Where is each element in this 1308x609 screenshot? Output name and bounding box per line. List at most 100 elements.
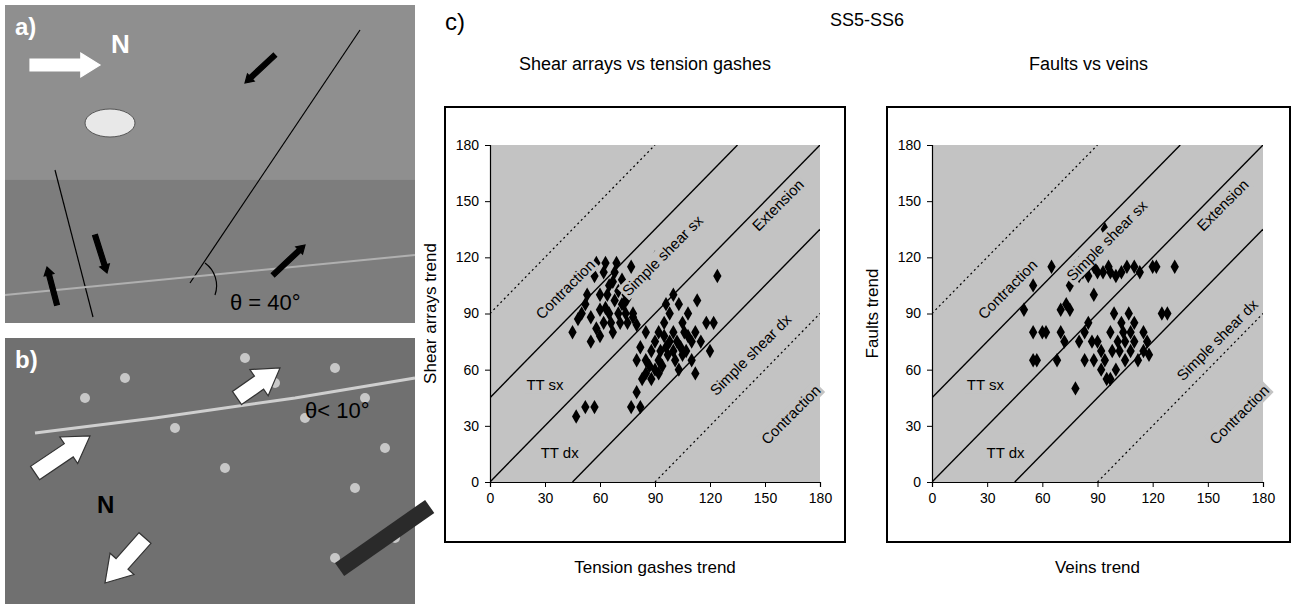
- label-patch: [973, 255, 1042, 324]
- x-axis-line: [933, 483, 1264, 488]
- data-point: [1152, 259, 1160, 273]
- label-patch: [1205, 380, 1274, 449]
- figure: a)Nθ = 40°b)Nθ< 10°c)SS5-SS6Shear arrays…: [0, 0, 1308, 609]
- data-point: [675, 297, 683, 311]
- data-point: [662, 297, 670, 311]
- y-tick-label: 90: [905, 305, 921, 321]
- region-label: Simple shear dx: [1172, 294, 1263, 385]
- y-tick: 150: [456, 193, 490, 209]
- line-label-text: TT dx: [987, 444, 1026, 461]
- x-tick: 60: [593, 482, 609, 506]
- label-patch: [1192, 174, 1253, 235]
- y-tick-mark: [927, 314, 932, 315]
- region-label-text: Simple shear dx: [1173, 295, 1261, 383]
- y-tick: 60: [905, 362, 932, 378]
- x-tick-mark: [1208, 482, 1209, 487]
- panel-frame: [887, 107, 1290, 542]
- x-tick: 150: [754, 482, 778, 506]
- boundary-line: [573, 229, 821, 482]
- label-patch: [747, 174, 808, 235]
- data-point: [590, 400, 598, 414]
- boundary-line: [1015, 229, 1263, 482]
- line-label-text: TT sx: [526, 376, 564, 393]
- figure-title: SS5-SS6: [830, 10, 904, 30]
- data-point: [1106, 325, 1114, 339]
- data-point: [1110, 306, 1118, 320]
- x-tick-mark: [1042, 482, 1043, 487]
- y-tick-mark: [927, 426, 932, 427]
- label-patch: [539, 444, 582, 461]
- data-point: [1125, 306, 1133, 320]
- y-tick: 0: [913, 474, 932, 490]
- x-tick-mark: [820, 482, 821, 487]
- y-tick: 30: [905, 418, 932, 434]
- data-point: [1053, 353, 1061, 367]
- angle-label: θ< 10°: [305, 398, 369, 423]
- y-tick: 120: [898, 249, 932, 265]
- data-point: [629, 306, 637, 320]
- data-point: [1130, 316, 1138, 330]
- lichen-spot: [380, 443, 390, 453]
- y-tick-mark: [927, 145, 932, 146]
- x-tick-label: 120: [699, 490, 723, 506]
- chart: Faults vs veins0306090120150180030609012…: [863, 54, 1291, 577]
- shear-arrow: [232, 368, 280, 405]
- north-label: N: [111, 29, 130, 59]
- y-tick-label: 150: [898, 193, 922, 209]
- x-tick-label: 150: [1197, 490, 1221, 506]
- x-tick-mark: [1153, 482, 1154, 487]
- north-label: N: [97, 491, 114, 518]
- region-label: Extension: [1192, 174, 1253, 235]
- y-tick-mark: [485, 482, 490, 483]
- data-point: [1060, 334, 1068, 348]
- y-tick-label: 60: [463, 362, 479, 378]
- y-tick-mark: [927, 201, 932, 202]
- photo-background: [5, 5, 415, 323]
- shear-arrow: [271, 245, 305, 277]
- region-label: Simple shear sx: [1062, 195, 1153, 286]
- region-label-text: Extension: [1193, 176, 1252, 235]
- y-tick: 60: [463, 362, 490, 378]
- x-tick-label: 30: [538, 490, 554, 506]
- data-point: [612, 256, 620, 270]
- line-label: TT dx: [539, 444, 582, 461]
- region-label: Simple shear sx: [617, 210, 708, 301]
- x-tick-label: 120: [1141, 490, 1165, 506]
- y-tick-label: 120: [456, 249, 480, 265]
- lichen-spot: [350, 483, 360, 493]
- x-tick-mark: [987, 482, 988, 487]
- label-patch: [524, 376, 566, 393]
- data-point: [669, 288, 677, 302]
- line-label: TT sx: [965, 376, 1007, 393]
- x-tick-mark: [655, 482, 656, 487]
- panel-frame: [445, 107, 845, 542]
- data-point: [1130, 259, 1138, 273]
- data-point: [1084, 316, 1092, 330]
- x-tick: 30: [538, 482, 554, 506]
- data-point: [1130, 334, 1138, 348]
- region-label: Contraction: [756, 380, 825, 449]
- data-point: [678, 347, 686, 361]
- data-point: [1080, 353, 1088, 367]
- angle-arc: [205, 263, 217, 295]
- x-axis-title: Veins trend: [1055, 558, 1140, 577]
- data-point: [1097, 362, 1105, 376]
- x-axis: 0306090120150180: [487, 482, 833, 506]
- x-tick: 30: [980, 482, 996, 506]
- y-tick-mark: [485, 370, 490, 371]
- line-label: TT dx: [985, 444, 1028, 461]
- y-tick-label: 150: [456, 193, 480, 209]
- x-tick: 180: [809, 482, 833, 506]
- data-point: [660, 316, 668, 330]
- label-patch: [965, 376, 1007, 393]
- label-patch: [985, 444, 1028, 461]
- data-point: [713, 269, 721, 283]
- y-tick-mark: [485, 426, 490, 427]
- x-axis-line: [491, 483, 821, 488]
- data-point: [1108, 344, 1116, 358]
- y-tick: 30: [463, 418, 490, 434]
- x-tick: 180: [1252, 482, 1276, 506]
- data-point: [706, 344, 714, 358]
- data-point: [636, 400, 644, 414]
- x-tick-label: 60: [593, 490, 609, 506]
